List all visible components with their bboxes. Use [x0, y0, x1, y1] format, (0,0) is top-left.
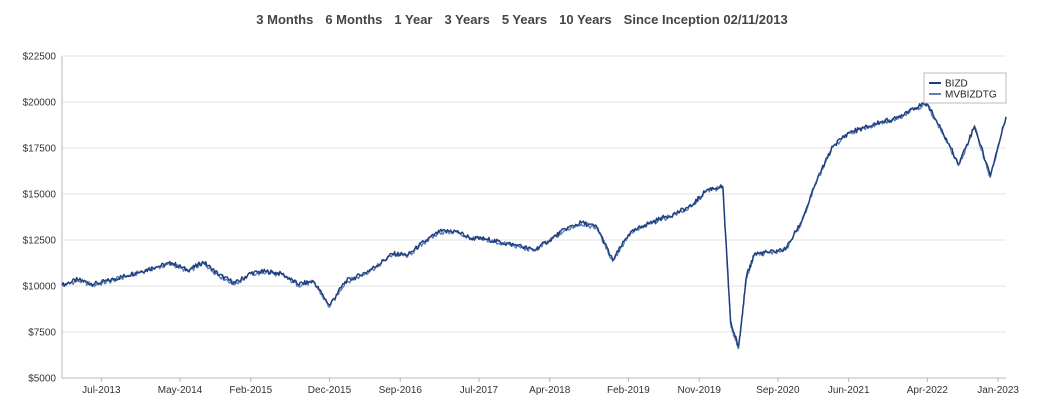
- x-tick-label: Apr-2018: [529, 385, 571, 396]
- series-line-mvbizdtg: [61, 102, 1007, 350]
- legend-label-mvbizdtg: MVBIZDTG: [945, 90, 997, 101]
- x-tick-label: Nov-2019: [678, 385, 722, 396]
- legend-label-bizd: BIZD: [945, 79, 968, 90]
- x-tick-label: Sep-2020: [756, 385, 800, 396]
- x-tick-label: Dec-2015: [308, 385, 352, 396]
- x-tick-label: Apr-2022: [907, 385, 949, 396]
- x-tick-label: Sep-2016: [379, 385, 423, 396]
- x-tick-label: Jul-2017: [460, 385, 499, 396]
- gridlines: [62, 55, 1006, 379]
- range-button-6-months[interactable]: 6 Months: [325, 12, 383, 27]
- x-axis: Jul-2013 May-2014 Feb-2015 Dec-2015 Sep-2016…: [62, 377, 1019, 396]
- range-button-3-months[interactable]: 3 Months: [256, 12, 314, 27]
- y-tick-label: $17500: [23, 144, 57, 155]
- range-button-3-years[interactable]: 3 Years: [444, 12, 490, 27]
- range-button-5-years[interactable]: 5 Years: [501, 12, 548, 27]
- x-tick-label: Jan-2023: [977, 385, 1019, 396]
- y-axis: $5000 $7500 $10000 $12500 $15000 $17500 $20000…: [23, 52, 63, 385]
- y-tick-label: $15000: [23, 190, 57, 201]
- y-tick-label: $22500: [23, 52, 57, 63]
- y-tick-label: $12500: [23, 236, 57, 247]
- range-button-1-year[interactable]: 1 Year: [394, 12, 433, 27]
- x-tick-label: May-2014: [158, 385, 203, 396]
- y-tick-label: $20000: [23, 98, 57, 109]
- series-lines: [61, 102, 1007, 350]
- x-tick-label: Jun-2021: [828, 385, 870, 396]
- legend-box: [923, 72, 1007, 104]
- x-tick-label: Jul-2013: [82, 385, 121, 396]
- y-tick-label: $10000: [23, 282, 57, 293]
- y-tick-label: $7500: [28, 328, 56, 339]
- range-button-since-inception-02-11-2013[interactable]: Since Inception 02/11/2013: [623, 12, 788, 27]
- y-tick-label: $5000: [28, 374, 56, 385]
- time-range-selector: 3 Months 6 Months 1 Year 3 Years 5 Years 10 Y…: [0, 10, 1044, 30]
- range-button-10-years[interactable]: 10 Years: [559, 12, 612, 27]
- series-line-bizd: [61, 102, 1007, 348]
- x-tick-label: Feb-2015: [229, 385, 272, 396]
- x-tick-label: Feb-2019: [607, 385, 650, 396]
